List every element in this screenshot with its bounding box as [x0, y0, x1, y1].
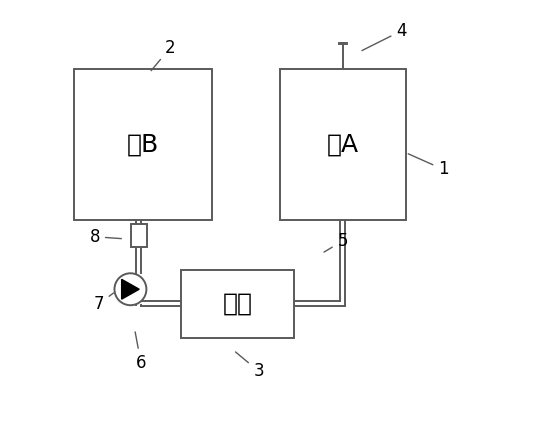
Circle shape — [114, 273, 146, 305]
Text: 2: 2 — [151, 38, 176, 71]
Bar — [181, 270, 294, 338]
Text: 槽B: 槽B — [127, 132, 159, 156]
Text: 7: 7 — [93, 293, 114, 313]
Bar — [131, 224, 147, 247]
Bar — [74, 69, 213, 220]
Text: 5: 5 — [324, 232, 348, 252]
Text: 槽A: 槽A — [327, 132, 359, 156]
Bar — [280, 69, 406, 220]
Text: 副槽: 副槽 — [223, 292, 253, 316]
Text: 1: 1 — [408, 154, 449, 179]
Text: 8: 8 — [90, 228, 121, 246]
Polygon shape — [122, 279, 139, 299]
Text: 3: 3 — [235, 352, 264, 380]
Text: 4: 4 — [362, 22, 407, 51]
Text: 6: 6 — [135, 332, 146, 372]
